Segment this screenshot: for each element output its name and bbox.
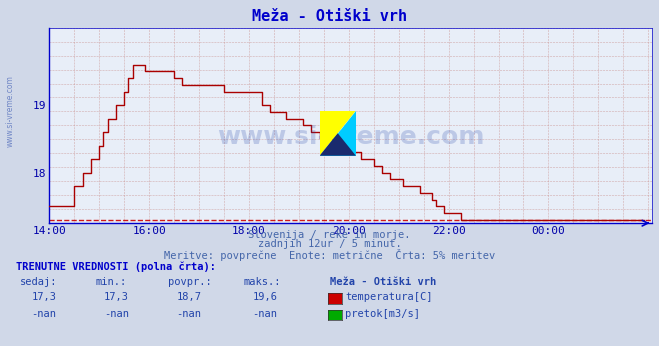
Text: 17,3: 17,3 bbox=[32, 292, 57, 302]
Text: -nan: -nan bbox=[32, 309, 57, 319]
Text: temperatura[C]: temperatura[C] bbox=[345, 292, 433, 302]
Text: -nan: -nan bbox=[177, 309, 202, 319]
Text: pretok[m3/s]: pretok[m3/s] bbox=[345, 309, 420, 319]
Text: -nan: -nan bbox=[252, 309, 277, 319]
Text: Meža - Otiški vrh: Meža - Otiški vrh bbox=[252, 9, 407, 24]
Text: maks.:: maks.: bbox=[244, 277, 281, 287]
Text: 18,7: 18,7 bbox=[177, 292, 202, 302]
Polygon shape bbox=[320, 111, 356, 156]
Text: www.si-vreme.com: www.si-vreme.com bbox=[217, 125, 484, 149]
Polygon shape bbox=[320, 111, 356, 156]
Text: TRENUTNE VREDNOSTI (polna črta):: TRENUTNE VREDNOSTI (polna črta): bbox=[16, 261, 216, 272]
Text: povpr.:: povpr.: bbox=[168, 277, 212, 287]
Text: min.:: min.: bbox=[96, 277, 127, 287]
Text: -nan: -nan bbox=[104, 309, 129, 319]
Text: Meritve: povprečne  Enote: metrične  Črta: 5% meritev: Meritve: povprečne Enote: metrične Črta:… bbox=[164, 249, 495, 261]
Polygon shape bbox=[320, 133, 356, 156]
Text: zadnjih 12ur / 5 minut.: zadnjih 12ur / 5 minut. bbox=[258, 239, 401, 249]
Text: www.si-vreme.com: www.si-vreme.com bbox=[5, 75, 14, 147]
Text: sedaj:: sedaj: bbox=[20, 277, 57, 287]
Text: 17,3: 17,3 bbox=[104, 292, 129, 302]
Text: Meža - Otiški vrh: Meža - Otiški vrh bbox=[330, 277, 436, 287]
Text: Slovenija / reke in morje.: Slovenija / reke in morje. bbox=[248, 230, 411, 240]
Text: 19,6: 19,6 bbox=[252, 292, 277, 302]
